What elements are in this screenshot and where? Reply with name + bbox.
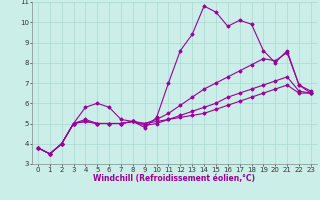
X-axis label: Windchill (Refroidissement éolien,°C): Windchill (Refroidissement éolien,°C) (93, 174, 255, 183)
